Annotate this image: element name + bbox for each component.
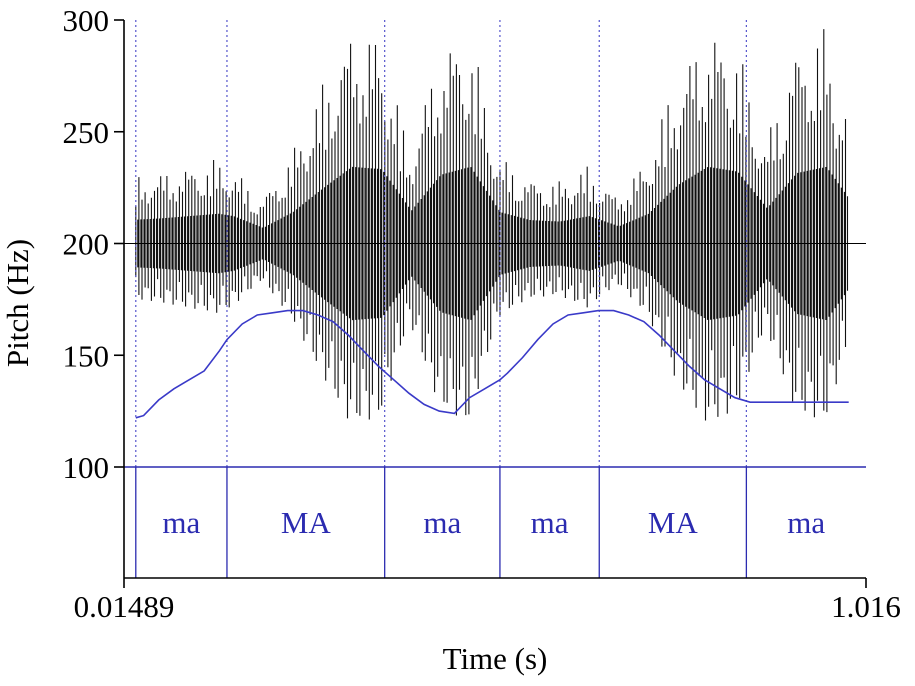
segment-label: ma bbox=[531, 505, 569, 540]
x-axis-title: Time (s) bbox=[443, 641, 548, 676]
segment-label: ma bbox=[787, 505, 825, 540]
waveform bbox=[124, 29, 866, 421]
text-tier: ma MA ma ma MA ma bbox=[124, 466, 866, 578]
y-axis-title: Pitch (Hz) bbox=[0, 239, 35, 367]
x-ticks: 0.01489 1.016 bbox=[74, 578, 901, 624]
segment-label: MA bbox=[281, 505, 332, 540]
y-tick-label: 300 bbox=[63, 3, 110, 38]
x-tick-label: 0.01489 bbox=[74, 589, 175, 624]
y-tick-label: 250 bbox=[63, 115, 110, 150]
waveform-path bbox=[135, 29, 849, 421]
segment-label: MA bbox=[648, 505, 699, 540]
y-tick-label: 100 bbox=[63, 450, 110, 485]
y-tick-label: 200 bbox=[63, 227, 110, 262]
segment-label: ma bbox=[162, 505, 200, 540]
y-tick-label: 150 bbox=[63, 338, 110, 373]
y-ticks: 100 150 200 250 300 bbox=[63, 3, 124, 485]
pitch-series bbox=[135, 309, 849, 419]
plot-frame bbox=[123, 20, 866, 579]
segment-label: ma bbox=[423, 505, 461, 540]
pitch-line bbox=[135, 309, 849, 419]
x-tick-label: 1.016 bbox=[831, 589, 901, 624]
